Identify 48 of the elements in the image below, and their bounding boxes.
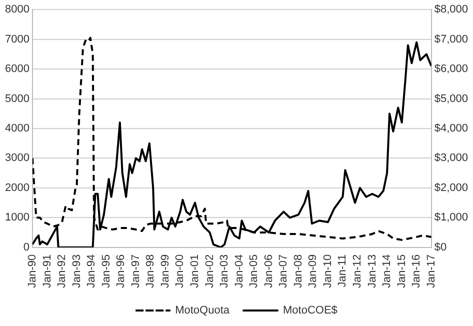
y2-tick-label: $2,000 <box>434 182 468 194</box>
x-tick-label: Jan-96 <box>115 254 128 288</box>
x-tick-label: Jan-90 <box>26 254 38 288</box>
x-tick-label: Jan-97 <box>130 254 142 288</box>
y-tick-label: 1000 <box>4 212 30 224</box>
x-tick-label: Jan-05 <box>248 254 260 288</box>
x-tick-label: Jan-98 <box>144 254 157 288</box>
x-tick-label: Jan-13 <box>366 254 378 288</box>
x-tick-label: Jan-92 <box>56 254 68 288</box>
x-tick-label: Jan-10 <box>322 254 334 288</box>
y2-tick-label: $1,000 <box>434 212 468 224</box>
legend-label: MotoCOE$ <box>283 304 338 317</box>
x-tick-label: Jan-08 <box>292 254 304 288</box>
x-tick-label: Jan-00 <box>174 254 186 288</box>
y2-tick-label: $3,000 <box>434 152 468 164</box>
x-tick-label: Jan-04 <box>233 254 246 288</box>
x-tick-label: Jan-93 <box>70 254 83 288</box>
x-tick-label: Jan-12 <box>352 254 364 288</box>
y2-tick-label: $6,000 <box>434 63 468 76</box>
y2-tick-label: $8,000 <box>434 4 468 16</box>
x-tick-label: Jan-01 <box>189 254 202 288</box>
x-tick-label: Jan-95 <box>100 254 112 288</box>
x-tick-label: Jan-06 <box>262 254 275 288</box>
x-tick-label: Jan-94 <box>86 254 98 288</box>
x-tick-label: Jan-91 <box>41 254 54 288</box>
x-tick-label: Jan-15 <box>396 254 408 288</box>
y2-tick-label: $5,000 <box>434 92 468 105</box>
legend-label: MotoQuota <box>175 304 230 317</box>
y-tick-label: 0 <box>23 241 30 254</box>
x-tick-label: Jan-07 <box>278 254 290 288</box>
y-tick-label: 7000 <box>4 33 30 46</box>
y-tick-label: 4000 <box>4 122 30 135</box>
x-tick-label: Jan-16 <box>410 254 423 288</box>
x-tick-label: Jan-99 <box>159 254 172 288</box>
x-tick-label: Jan-09 <box>307 254 320 288</box>
x-tick-label: Jan-02 <box>204 254 216 288</box>
y2-tick-label: $0 <box>434 241 447 254</box>
x-tick-label: Jan-17 <box>425 254 438 288</box>
x-tick-label: Jan-11 <box>336 254 349 288</box>
x-tick-label: Jan-03 <box>218 254 231 288</box>
x-tick-label: Jan-14 <box>381 254 394 288</box>
y-tick-label: 8000 <box>4 4 30 16</box>
y-tick-label: 2000 <box>4 182 30 194</box>
y-tick-label: 5000 <box>4 92 30 105</box>
y2-tick-label: $4,000 <box>434 122 468 135</box>
y-tick-label: 6000 <box>4 63 30 76</box>
y2-tick-label: $7,000 <box>434 33 468 46</box>
y-tick-label: 3000 <box>4 152 30 164</box>
